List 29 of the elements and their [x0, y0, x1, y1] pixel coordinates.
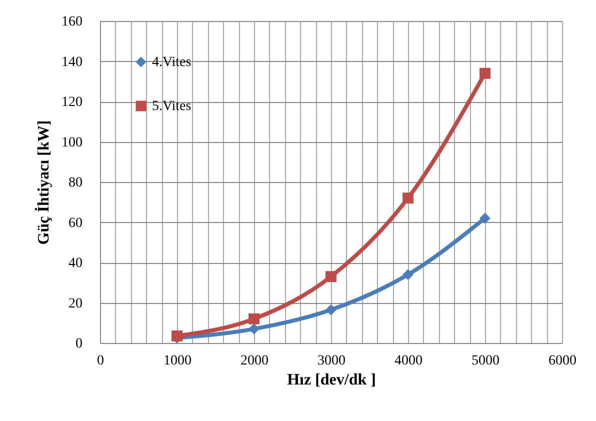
x-tick-label: 0	[97, 354, 104, 368]
point	[402, 269, 414, 280]
point	[172, 330, 182, 342]
y-tick-label: 60	[68, 216, 82, 231]
point	[480, 68, 490, 79]
point	[402, 192, 414, 204]
point	[248, 313, 260, 324]
y-tick-label: 20	[68, 296, 82, 312]
y-tick-label: 100	[62, 135, 82, 150]
x-tick-label: 5000	[472, 354, 500, 368]
y-tick-label: 140	[62, 54, 82, 70]
point	[480, 212, 490, 224]
legend-label: 5.Vites	[152, 99, 192, 114]
legend-label: 4.Vites	[152, 55, 192, 70]
y-tick-label: 0	[76, 336, 82, 352]
point	[326, 304, 336, 316]
x-axis-title: Hız [dev/dk ]	[287, 372, 376, 388]
x-tick-label: 3000	[318, 354, 346, 368]
y-tick-label: 160	[62, 14, 82, 30]
point	[248, 323, 260, 334]
x-tick-label: 1000	[164, 354, 192, 368]
x-tick-label: 2000	[240, 354, 268, 368]
y-axis-title: Güç İhtiyacı [kW]	[34, 120, 52, 245]
x-tick-label: 4000	[394, 354, 422, 368]
y-tick-label: 80	[68, 176, 82, 190]
y-tick-label: 40	[68, 256, 82, 271]
y-tick-label: 120	[62, 95, 82, 110]
x-tick-label: 6000	[548, 354, 576, 368]
point	[326, 271, 336, 282]
